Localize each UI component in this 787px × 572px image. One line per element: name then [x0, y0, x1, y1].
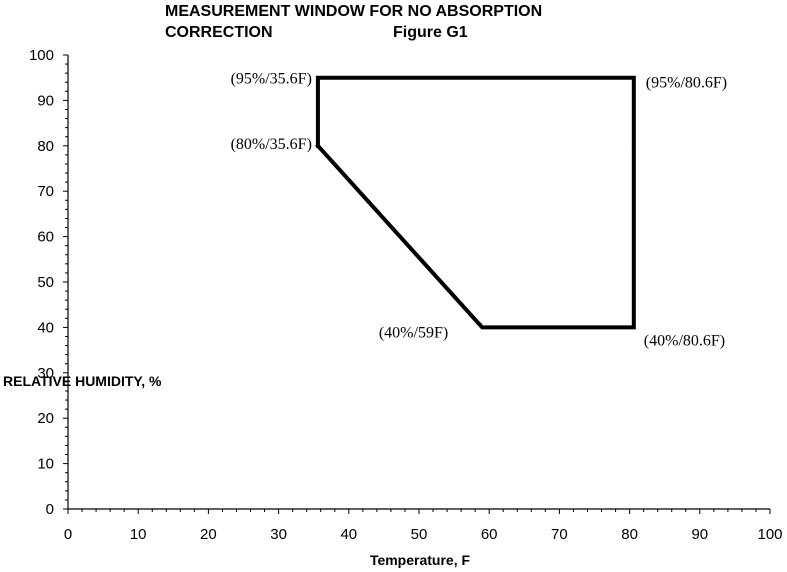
chart-subtitle-left: CORRECTION — [165, 24, 273, 41]
y-tick-label: 90 — [37, 92, 54, 109]
x-tick-label: 100 — [757, 526, 782, 543]
x-tick-label: 70 — [551, 526, 568, 543]
y-tick-label: 0 — [46, 501, 54, 518]
x-tick-label: 10 — [130, 526, 147, 543]
y-tick-label: 30 — [37, 365, 54, 382]
chart-title: MEASUREMENT WINDOW FOR NO ABSORPTION — [165, 3, 542, 20]
x-tick-label: 90 — [691, 526, 708, 543]
plot-area: 0 10 20 30 40 50 60 70 80 90 100 0 10 20 30 40 50 60 70 80 9… — [29, 47, 783, 543]
x-tick-label: 80 — [621, 526, 638, 543]
x-tick-label: 40 — [340, 526, 357, 543]
y-axis-label: RELATIVE HUMIDITY, % — [3, 373, 162, 389]
measurement-window-line — [315, 75, 636, 330]
point-annotation: (40%/80.6F) — [644, 332, 725, 349]
y-tick-label: 60 — [37, 229, 54, 246]
y-tick-label: 70 — [37, 183, 54, 200]
y-tick-label: 40 — [37, 319, 54, 336]
point-annotation: (80%/35.6F) — [231, 136, 312, 153]
x-tick-label: 50 — [411, 526, 428, 543]
y-tick-label: 80 — [37, 138, 54, 155]
x-tick-label: 20 — [200, 526, 217, 543]
point-annotation: (40%/59F) — [379, 324, 448, 341]
x-axis-label: Temperature, F — [370, 552, 471, 568]
x-tick-label: 60 — [481, 526, 498, 543]
x-tick-label: 0 — [64, 526, 72, 543]
x-tick-label: 30 — [270, 526, 287, 543]
y-tick-label: 50 — [37, 274, 54, 291]
chart-subtitle-right: Figure G1 — [393, 24, 468, 41]
y-tick-label: 100 — [29, 47, 54, 64]
y-tick-label: 10 — [37, 456, 54, 473]
point-annotation: (95%/80.6F) — [646, 75, 727, 92]
point-annotation: (95%/35.6F) — [231, 71, 312, 88]
y-tick-label: 20 — [37, 410, 54, 427]
